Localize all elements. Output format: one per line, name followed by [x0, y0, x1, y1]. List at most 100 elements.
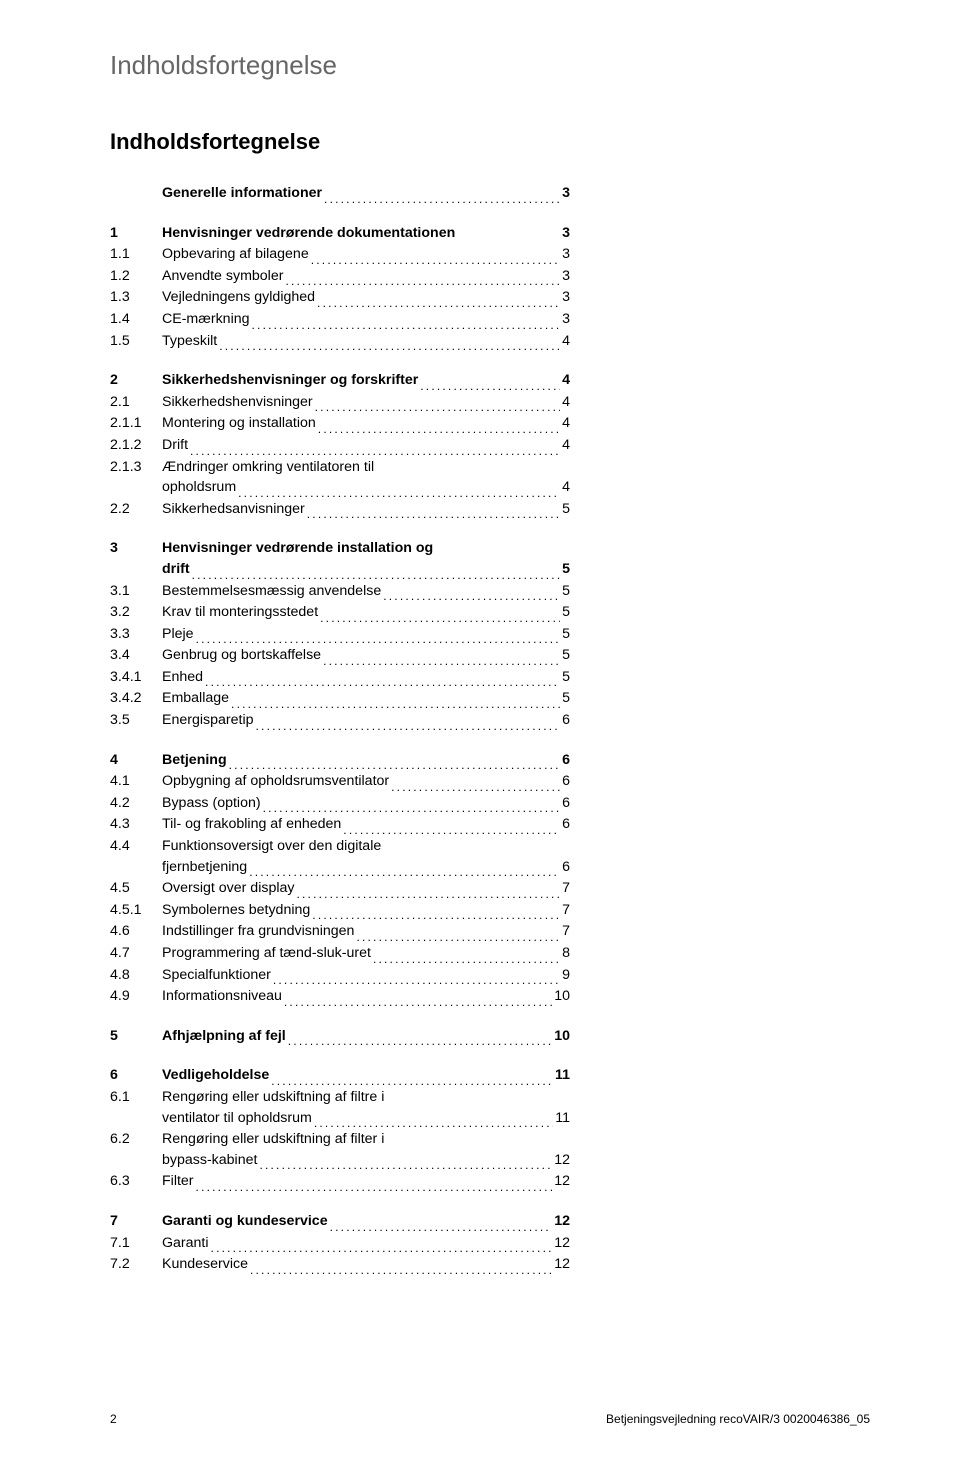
toc-entry-page: 8 — [560, 943, 570, 964]
toc-entry-number: 6.1 — [110, 1087, 162, 1108]
toc-entry-label: Bestemmelsesmæssig anvendelse — [162, 581, 381, 602]
toc-entry-page: 6 — [560, 710, 570, 731]
toc-entry: 1.2Anvendte symboler....................… — [110, 266, 570, 287]
toc-entry-page: 3 — [560, 183, 570, 204]
toc-entry-page: 3 — [560, 223, 570, 244]
toc-entry: 6.1Rengøring eller udskiftning af filtre… — [110, 1087, 570, 1128]
toc-leader-dots: ........................................… — [286, 1033, 552, 1045]
toc-leader-dots: ........................................… — [250, 317, 561, 329]
toc-entry: 2.2Sikkerhedsanvisninger................… — [110, 499, 570, 520]
toc-entry: 4.5Oversigt over display................… — [110, 878, 570, 899]
toc-entry-label: Afhjælpning af fejl — [162, 1026, 286, 1047]
toc-section-gap — [110, 1193, 570, 1211]
toc-entry-label-cont: fjernbetjening — [162, 857, 247, 878]
toc-entry-page: 5 — [560, 602, 570, 623]
toc-entry-page: 5 — [560, 645, 570, 666]
toc-entry: 7.2Kundeservice.........................… — [110, 1254, 570, 1275]
toc-leader-dots: ........................................… — [271, 972, 560, 984]
toc-leader-dots: ........................................… — [313, 399, 560, 411]
toc-entry-page: 3 — [560, 287, 570, 308]
toc-entry-number: 6.3 — [110, 1171, 162, 1192]
toc-entry-number: 2.1.2 — [110, 435, 162, 456]
toc-entry-label: Informationsniveau — [162, 986, 282, 1007]
toc-entry-label: Vedligeholdelse — [162, 1065, 269, 1086]
footer-doc-id: Betjeningsvejledning recoVAIR/3 00200463… — [606, 1412, 870, 1426]
toc-entry-label: Generelle informationer — [162, 183, 322, 204]
toc-entry-page: 3 — [560, 309, 570, 330]
toc-entry: 4.7Programmering af tænd-sluk-uret......… — [110, 943, 570, 964]
toc-entry-label-cont: drift — [162, 559, 190, 580]
toc-leader-dots: ........................................… — [261, 800, 561, 812]
toc-entry-label: Krav til monteringsstedet — [162, 602, 318, 623]
toc-entry: 7Garanti og kundeservice................… — [110, 1211, 570, 1232]
toc-entry: 2.1.1Montering og installation..........… — [110, 413, 570, 434]
toc-entry-number: 4.8 — [110, 965, 162, 986]
toc-entry-label: Montering og installation — [162, 413, 316, 434]
toc-entry-number: 2.2 — [110, 499, 162, 520]
toc-leader-dots: ........................................… — [236, 485, 560, 497]
toc-entry-label: Henvisninger vedrørende installation og — [162, 538, 570, 559]
toc-entry-page: 11 — [553, 1065, 570, 1086]
toc-leader-dots: ........................................… — [310, 907, 560, 919]
toc-entry-label: Genbrug og bortskaffelse — [162, 645, 321, 666]
toc-entry-number: 4.7 — [110, 943, 162, 964]
toc-section-gap — [110, 732, 570, 750]
toc-entry-number: 1.1 — [110, 244, 162, 265]
toc-section-gap — [110, 1047, 570, 1065]
toc-entry: 3Henvisninger vedrørende installation og… — [110, 538, 570, 579]
toc-section-gap — [110, 352, 570, 370]
toc-leader-dots: ........................................… — [194, 631, 561, 643]
toc-entry-label: Enhed — [162, 667, 203, 688]
toc-entry: 1.5Typeskilt............................… — [110, 331, 570, 352]
toc-entry: 3.5Energisparetip.......................… — [110, 710, 570, 731]
toc-leader-dots: ........................................… — [203, 674, 560, 686]
toc-entry-page: 5 — [560, 499, 570, 520]
toc-entry: 2.1Sikkerhedshenvisninger...............… — [110, 392, 570, 413]
toc-entry-label: Specialfunktioner — [162, 965, 271, 986]
toc-entry-page: 12 — [552, 1254, 570, 1275]
toc-leader-dots: ........................................… — [188, 443, 560, 455]
toc-leader-dots: ........................................… — [294, 886, 560, 898]
toc-entry: 4.9Informationsniveau...................… — [110, 986, 570, 1007]
toc-entry: 1.1Opbevaring af bilagene...............… — [110, 244, 570, 265]
toc-leader-dots: ........................................… — [316, 421, 560, 433]
toc-leader-dots: ........................................… — [312, 1115, 553, 1127]
toc-entry-page: 10 — [552, 986, 570, 1007]
toc-entry-number: 3.4.1 — [110, 667, 162, 688]
toc-entry: 6.3Filter...............................… — [110, 1171, 570, 1192]
toc-entry-page: 10 — [552, 1026, 570, 1047]
toc-entry: 4.2Bypass (option)......................… — [110, 793, 570, 814]
toc-leader-dots: ........................................… — [418, 378, 560, 390]
toc-entry: 4.4Funktionsoversigt over den digitalefj… — [110, 836, 570, 877]
toc-entry-label: Rengøring eller udskiftning af filter i — [162, 1129, 570, 1150]
toc-entry-number: 4.4 — [110, 836, 162, 857]
page-title: Indholdsfortegnelse — [110, 129, 870, 155]
toc-leader-dots: ........................................… — [227, 757, 560, 769]
toc-entry-label: Kundeservice — [162, 1254, 248, 1275]
toc-entry-page: 5 — [560, 624, 570, 645]
toc-leader-dots: ........................................… — [305, 506, 560, 518]
toc-entry-number: 3.2 — [110, 602, 162, 623]
toc-entry: 4.8Specialfunktioner....................… — [110, 965, 570, 986]
toc-entry-label: Symbolernes betydning — [162, 900, 310, 921]
toc-entry-page: 12 — [552, 1171, 570, 1192]
toc-section-gap — [110, 520, 570, 538]
toc-leader-dots: ........................................… — [190, 567, 561, 579]
toc-entry-page: 5 — [560, 559, 570, 580]
toc-entry-label: Sikkerhedshenvisninger — [162, 392, 313, 413]
toc-leader-dots: ........................................… — [217, 338, 560, 350]
toc-entry-label: Filter — [162, 1171, 194, 1192]
toc-leader-dots: ........................................… — [354, 929, 560, 941]
toc-entry-number: 6.2 — [110, 1129, 162, 1150]
toc-entry-label: Oversigt over display — [162, 878, 294, 899]
toc-entry-page: 4 — [560, 477, 570, 498]
toc-leader-dots: ........................................… — [328, 1219, 553, 1231]
toc-entry-number: 3 — [110, 538, 162, 559]
toc-entry: 4.6Indstillinger fra grundvisningen.....… — [110, 921, 570, 942]
toc-entry-number: 1.2 — [110, 266, 162, 287]
toc-entry-page: 4 — [560, 435, 570, 456]
toc-entry-label: Typeskilt — [162, 331, 217, 352]
toc-entry-page: 7 — [560, 878, 570, 899]
toc-entry-number: 7 — [110, 1211, 162, 1232]
toc-entry-number: 6 — [110, 1065, 162, 1086]
